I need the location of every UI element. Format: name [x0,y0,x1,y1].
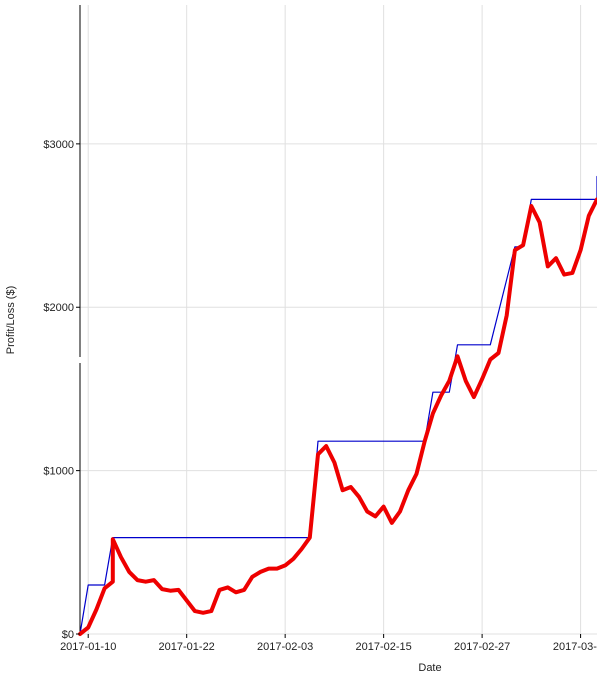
x-axis-ticks: 2017-01-10 2017-01-22 2017-02-03 2017-02-15… [60,634,597,653]
x-tick-label: 2017-02-15 [355,641,411,653]
x-tick-label: 2017-03-11 [553,641,597,653]
x-tick-label: 2017-02-03 [257,641,313,653]
horizontal-gridlines [80,143,597,635]
vertical-gridlines [87,5,582,634]
x-axis-title: Date [418,662,441,674]
y-axis-title: Profit/Loss ($) [5,286,17,354]
y-tick-label: $2000 [43,302,74,314]
y-tick-label: $3000 [43,139,74,151]
y-tick-label: $1000 [43,466,74,478]
y-axis-ticks: $0 $1000 $2000 $3000 [43,139,80,641]
x-tick-label: 2017-01-22 [159,641,215,653]
profit-line [78,197,597,636]
x-tick-label: 2017-01-10 [60,641,116,653]
x-tick-label: 2017-02-27 [454,641,510,653]
y-tick-label: $0 [62,629,74,641]
series-layer [78,175,597,636]
